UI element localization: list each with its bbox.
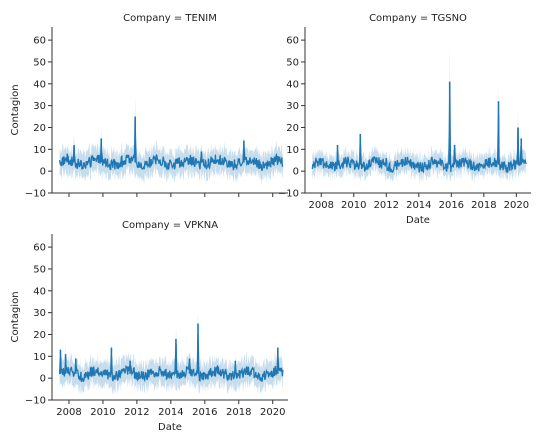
x-tick-label: 2020 (504, 200, 529, 211)
y-tick-label: 0 (40, 167, 46, 178)
y-tick-label: 40 (33, 286, 46, 297)
y-tick-label: −10 (25, 396, 46, 407)
y-tick-label: 20 (33, 330, 46, 341)
facet-panel-0: −10 0 10 20 30 40 50 60 Company = TENIM Contagion (10, 13, 288, 200)
y-tick-label: 20 (286, 123, 299, 134)
confidence-band (59, 311, 283, 395)
x-tick-label: 2010 (90, 407, 115, 418)
y-tick-label: 10 (33, 352, 46, 363)
x-tick-label: 2016 (192, 407, 217, 418)
confidence-band (59, 96, 283, 186)
series-line (58, 120, 284, 171)
x-tick-label: 2012 (374, 200, 399, 211)
x-tick-label: 2010 (341, 200, 366, 211)
y-tick-label: 10 (286, 145, 299, 156)
x-tick-label: 2012 (124, 407, 149, 418)
confidence-band (312, 46, 527, 185)
x-tick-label: 2008 (56, 407, 81, 418)
x-tick-label: 2018 (226, 407, 251, 418)
y-tick-label: 50 (33, 264, 46, 275)
x-tick-label: 2014 (158, 407, 183, 418)
x-tick-label: 2008 (309, 200, 334, 211)
facet-title: Company = VPKNA (122, 220, 218, 231)
y-tick-label: 60 (286, 36, 299, 47)
series-line (58, 334, 284, 383)
y-tick-label: 40 (33, 79, 46, 90)
x-tick-label: 2018 (471, 200, 496, 211)
y-tick-label: 50 (33, 57, 46, 68)
y-tick-label: 0 (40, 374, 46, 385)
x-tick-label: 2014 (406, 200, 431, 211)
series-line (311, 88, 527, 174)
y-tick-label: 30 (33, 101, 46, 112)
x-axis-label: Date (158, 422, 182, 433)
x-axis-label: Date (406, 215, 430, 226)
y-tick-label: 10 (33, 145, 46, 156)
y-axis-label: Contagion (10, 84, 21, 135)
x-tick-label: 2016 (439, 200, 464, 211)
facet-title: Company = TENIM (123, 13, 217, 24)
y-tick-label: 30 (286, 101, 299, 112)
y-tick-label: 60 (33, 243, 46, 254)
y-tick-label: 50 (286, 57, 299, 68)
y-tick-label: 60 (33, 36, 46, 47)
x-tick-label: 2020 (260, 407, 285, 418)
y-tick-label: 0 (293, 167, 299, 178)
y-tick-label: 30 (33, 308, 46, 319)
y-tick-label: −10 (25, 189, 46, 200)
y-axis-label: Contagion (10, 291, 21, 342)
facet-panel-2: −10 0 10 20 30 40 50 60 2008 2010 2012 2014 2016 2018… (10, 220, 288, 433)
facet-title: Company = TGSNO (369, 13, 467, 24)
y-tick-label: 40 (286, 79, 299, 90)
facet-panel-1: −10 0 10 20 30 40 50 60 2008 2010 2012 2014 2016 2018… (278, 13, 531, 226)
y-tick-label: 20 (33, 123, 46, 134)
y-tick-label: −10 (278, 189, 299, 200)
